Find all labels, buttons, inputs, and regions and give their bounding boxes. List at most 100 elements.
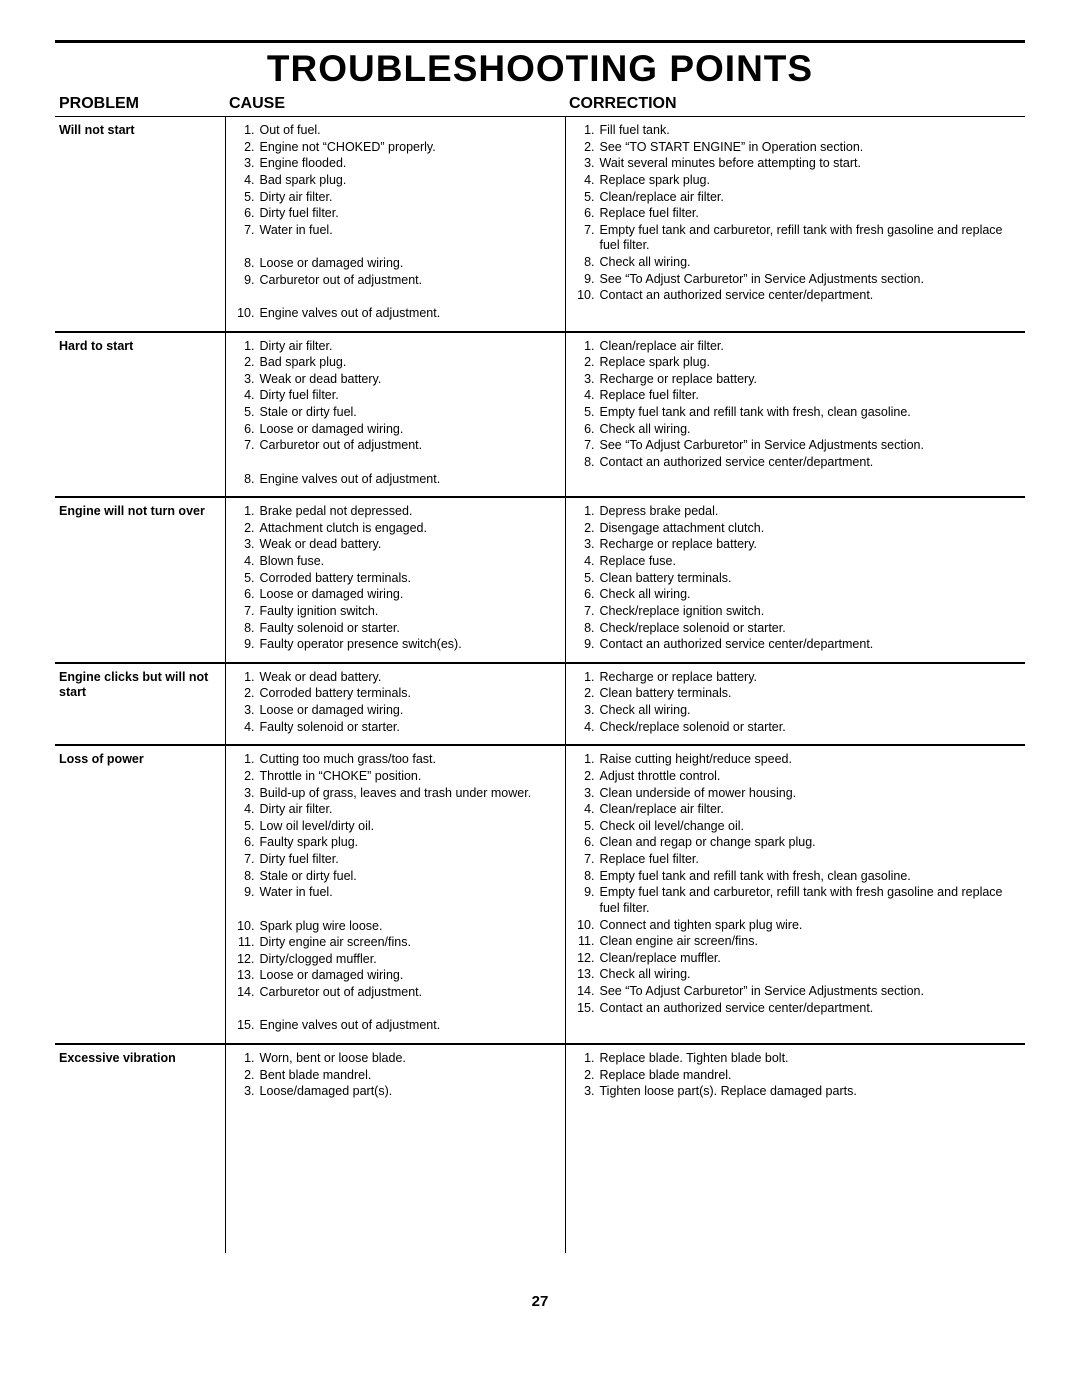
list-item: Bad spark plug. xyxy=(260,173,559,189)
list-item: Recharge or replace battery. xyxy=(600,372,1020,388)
list-item: Engine not “CHOKED” properly. xyxy=(260,140,559,156)
top-rule xyxy=(55,40,1025,43)
cause-cell: Dirty air filter.Bad spark plug.Weak or … xyxy=(225,332,565,498)
numbered-list: Fill fuel tank.See “TO START ENGINE” in … xyxy=(570,123,1020,304)
problem-cell: Loss of power xyxy=(55,745,225,1044)
numbered-list: Recharge or replace battery.Clean batter… xyxy=(570,670,1020,736)
numbered-list: Out of fuel.Engine not “CHOKED” properly… xyxy=(230,123,559,322)
list-item: Faulty solenoid or starter. xyxy=(260,621,559,637)
list-item: Clean/replace air filter. xyxy=(600,339,1020,355)
list-item: Connect and tighten spark plug wire. xyxy=(600,918,1020,934)
list-item: Stale or dirty fuel. xyxy=(260,869,559,885)
list-item: Dirty fuel filter. xyxy=(260,388,559,404)
list-item: Clean battery terminals. xyxy=(600,686,1020,702)
list-item: Check/replace ignition switch. xyxy=(600,604,1020,620)
list-item: Stale or dirty fuel. xyxy=(260,405,559,421)
list-item: Carburetor out of adjustment. xyxy=(260,985,559,1001)
list-item: Replace fuel filter. xyxy=(600,206,1020,222)
list-item: Low oil level/dirty oil. xyxy=(260,819,559,835)
list-item: Contact an authorized service center/dep… xyxy=(600,637,1020,653)
list-item: Empty fuel tank and refill tank with fre… xyxy=(600,869,1020,885)
list-item: Tighten loose part(s). Replace damaged p… xyxy=(600,1084,1020,1100)
list-item: Brake pedal not depressed. xyxy=(260,504,559,520)
list-item: Replace fuse. xyxy=(600,554,1020,570)
list-item: Clean/replace air filter. xyxy=(600,802,1020,818)
list-item: Loose or damaged wiring. xyxy=(260,587,559,603)
list-item: Replace spark plug. xyxy=(600,173,1020,189)
correction-cell: Clean/replace air filter.Replace spark p… xyxy=(565,332,1025,498)
list-item: Corroded battery terminals. xyxy=(260,571,559,587)
list-item: Check all wiring. xyxy=(600,703,1020,719)
correction-cell: Raise cutting height/reduce speed.Adjust… xyxy=(565,745,1025,1044)
list-item: Check oil level/change oil. xyxy=(600,819,1020,835)
list-item: Check all wiring. xyxy=(600,587,1020,603)
list-item: Weak or dead battery. xyxy=(260,537,559,553)
list-item: Check all wiring. xyxy=(600,422,1020,438)
table-row: Loss of powerCutting too much grass/too … xyxy=(55,745,1025,1044)
col-header-cause: CAUSE xyxy=(225,92,565,117)
list-item: Check/replace solenoid or starter. xyxy=(600,720,1020,736)
list-item: Clean battery terminals. xyxy=(600,571,1020,587)
problem-cell: Will not start xyxy=(55,117,225,332)
table-tail xyxy=(55,1109,1025,1253)
list-item: Carburetor out of adjustment. xyxy=(260,273,559,289)
list-item: See “To Adjust Carburetor” in Service Ad… xyxy=(600,984,1020,1000)
problem-cell: Excessive vibration xyxy=(55,1044,225,1109)
list-item: Faulty solenoid or starter. xyxy=(260,720,559,736)
list-item: Clean/replace air filter. xyxy=(600,190,1020,206)
list-item: Replace spark plug. xyxy=(600,355,1020,371)
col-header-correction: CORRECTION xyxy=(565,92,1025,117)
col-header-problem: PROBLEM xyxy=(55,92,225,117)
numbered-list: Dirty air filter.Bad spark plug.Weak or … xyxy=(230,339,559,488)
list-item: Water in fuel. xyxy=(260,223,559,239)
list-item: Engine valves out of adjustment. xyxy=(260,306,559,322)
list-item: Clean/replace muffler. xyxy=(600,951,1020,967)
list-item: Weak or dead battery. xyxy=(260,372,559,388)
list-item xyxy=(260,289,559,305)
list-item: Faulty spark plug. xyxy=(260,835,559,851)
list-item: Dirty fuel filter. xyxy=(260,206,559,222)
list-item: Empty fuel tank and carburetor, refill t… xyxy=(600,885,1020,916)
problem-cell: Hard to start xyxy=(55,332,225,498)
problem-cell: Engine will not turn over xyxy=(55,497,225,663)
table-row: Hard to startDirty air filter.Bad spark … xyxy=(55,332,1025,498)
list-item: Wait several minutes before attempting t… xyxy=(600,156,1020,172)
list-item: Faulty ignition switch. xyxy=(260,604,559,620)
list-item: Loose or damaged wiring. xyxy=(260,703,559,719)
numbered-list: Cutting too much grass/too fast.Throttle… xyxy=(230,752,559,1034)
list-item: Depress brake pedal. xyxy=(600,504,1020,520)
list-item: Replace blade. Tighten blade bolt. xyxy=(600,1051,1020,1067)
cause-cell: Out of fuel.Engine not “CHOKED” properly… xyxy=(225,117,565,332)
cause-cell: Weak or dead battery.Corroded battery te… xyxy=(225,663,565,746)
list-item: Dirty air filter. xyxy=(260,339,559,355)
list-item: Out of fuel. xyxy=(260,123,559,139)
list-item: See “To Adjust Carburetor” in Service Ad… xyxy=(600,438,1020,454)
list-item: See “To Adjust Carburetor” in Service Ad… xyxy=(600,272,1020,288)
list-item: Check all wiring. xyxy=(600,255,1020,271)
troubleshooting-table: PROBLEM CAUSE CORRECTION Will not startO… xyxy=(55,92,1025,1253)
list-item: Replace blade mandrel. xyxy=(600,1068,1020,1084)
list-item: Recharge or replace battery. xyxy=(600,537,1020,553)
list-item: Dirty air filter. xyxy=(260,802,559,818)
list-item: Recharge or replace battery. xyxy=(600,670,1020,686)
table-row: Engine clicks but will not startWeak or … xyxy=(55,663,1025,746)
list-item: Empty fuel tank and refill tank with fre… xyxy=(600,405,1020,421)
cause-cell: Cutting too much grass/too fast.Throttle… xyxy=(225,745,565,1044)
list-item: Blown fuse. xyxy=(260,554,559,570)
list-item: Worn, bent or loose blade. xyxy=(260,1051,559,1067)
table-row: Excessive vibration Worn, bent or loose b… xyxy=(55,1044,1025,1109)
list-item: Carburetor out of adjustment. xyxy=(260,438,559,454)
numbered-list: Replace blade. Tighten blade bolt.Replac… xyxy=(570,1051,1020,1100)
correction-cell: Replace blade. Tighten blade bolt.Replac… xyxy=(565,1044,1025,1109)
correction-cell: Fill fuel tank.See “TO START ENGINE” in … xyxy=(565,117,1025,332)
list-item: Adjust throttle control. xyxy=(600,769,1020,785)
list-item: Engine valves out of adjustment. xyxy=(260,472,559,488)
list-item: Dirty air filter. xyxy=(260,190,559,206)
list-item: Fill fuel tank. xyxy=(600,123,1020,139)
list-item: Weak or dead battery. xyxy=(260,670,559,686)
page-number: 27 xyxy=(55,1293,1025,1310)
list-item: Clean underside of mower housing. xyxy=(600,786,1020,802)
list-item: Contact an authorized service center/dep… xyxy=(600,288,1020,304)
list-item: Engine flooded. xyxy=(260,156,559,172)
list-item xyxy=(260,1002,559,1018)
